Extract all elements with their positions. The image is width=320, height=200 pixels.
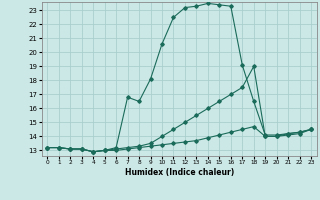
X-axis label: Humidex (Indice chaleur): Humidex (Indice chaleur): [124, 168, 234, 177]
